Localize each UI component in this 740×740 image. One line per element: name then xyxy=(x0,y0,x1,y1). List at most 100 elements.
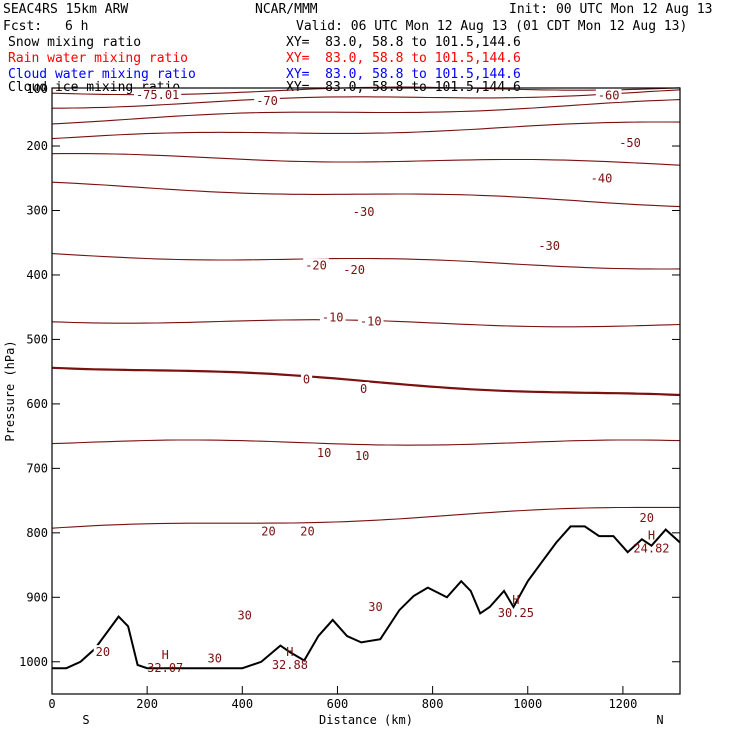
contour-label: -50 xyxy=(619,136,641,150)
y-tick-label: 800 xyxy=(26,526,48,540)
contour-label: 0 xyxy=(303,372,310,386)
y-tick-label: 600 xyxy=(26,397,48,411)
field-rain-name: Rain water mixing ratio xyxy=(8,51,189,66)
forecast-label: Fcst: xyxy=(3,19,43,34)
contour-label: -40 xyxy=(591,171,613,185)
init-time: Init: 00 UTC Mon 12 Aug 13 xyxy=(509,2,713,17)
forecast-value: 6 h xyxy=(65,19,89,34)
contour-label: 30 xyxy=(237,608,251,622)
terrain-line xyxy=(52,525,681,670)
y-axis-label: Pressure (hPa) xyxy=(3,340,17,441)
contour-line xyxy=(51,99,681,125)
contour-label: 20 xyxy=(96,645,110,659)
x-tick-label: 200 xyxy=(136,697,158,711)
contour-label-bg xyxy=(205,651,224,665)
x-tick-label: 600 xyxy=(327,697,349,711)
contour-label-bg xyxy=(134,88,182,102)
contour-label: -20 xyxy=(305,258,327,272)
contour-line xyxy=(51,439,681,446)
contour-label-bg xyxy=(235,608,254,622)
contour-label: 20 xyxy=(261,525,275,539)
extremum-value: 30.25 xyxy=(498,606,534,620)
terrain-profile xyxy=(52,525,681,670)
x-tick-label: 1000 xyxy=(513,697,542,711)
contour-label: -75.01 xyxy=(136,88,179,102)
x-axis-label: Distance (km) xyxy=(319,713,413,727)
contour-label-bg xyxy=(314,445,334,459)
contour-label-bg xyxy=(595,88,622,102)
contour-label: -10 xyxy=(360,314,382,328)
contour-label: 30 xyxy=(207,652,221,666)
contour-line xyxy=(51,253,681,270)
contour-label-bg xyxy=(366,599,385,613)
contour-label: -20 xyxy=(343,263,365,277)
y-tick-label-top: 100 xyxy=(26,82,48,96)
extremum-value: 32.88 xyxy=(272,658,308,672)
contour-label-bg xyxy=(350,204,377,218)
end-label-right: N xyxy=(656,713,663,727)
extremum-value: 32.07 xyxy=(147,661,183,675)
contour-line xyxy=(51,153,681,166)
field-cloudwater-name: Cloud water mixing ratio xyxy=(8,67,196,82)
extremum-value: 24.82 xyxy=(633,542,669,556)
contour-label-bg xyxy=(300,372,313,386)
field-cloudwater-xy: XY= 83.0, 58.8 to 101.5,144.6 xyxy=(286,67,521,82)
y-tick-label: 900 xyxy=(26,590,48,604)
contour-line xyxy=(51,181,681,208)
contour-labels: -75.01 -70 -60 -50 -40 -30 -30 -20 -20 -10 -10 0 0 10… xyxy=(93,88,656,666)
contour-label-bg xyxy=(617,135,643,149)
y-tick-label: 1000 xyxy=(19,655,48,669)
extremum-mark: H xyxy=(648,529,655,543)
y-tick-label: 400 xyxy=(26,268,48,282)
contour-label: 10 xyxy=(355,449,369,463)
contour-label: 0 xyxy=(360,382,367,396)
contour-line xyxy=(51,366,681,397)
contour-label: 20 xyxy=(639,511,653,525)
contour-label: 30 xyxy=(368,600,382,614)
contour-label-bg xyxy=(341,262,367,276)
x-tick-label: 800 xyxy=(422,697,444,711)
field-snow-name: Snow mixing ratio xyxy=(8,35,142,50)
y-tick-label: 200 xyxy=(26,139,48,153)
contour-label: -60 xyxy=(598,89,620,103)
contour-line xyxy=(51,506,680,529)
end-label-left: S xyxy=(82,713,89,727)
contour-label-bg xyxy=(352,449,372,463)
contour-label: -30 xyxy=(538,239,560,253)
contour-label-bg xyxy=(303,258,329,272)
contour-label-bg xyxy=(259,524,278,538)
contour-label: -70 xyxy=(256,94,278,108)
plot-frame xyxy=(51,87,681,695)
x-tick-label: 400 xyxy=(231,697,253,711)
extremum-mark: H xyxy=(286,645,293,659)
field-rain-xy: XY= 83.0, 58.8 to 101.5,144.6 xyxy=(286,51,521,66)
contour-label: 10 xyxy=(317,446,331,460)
y-tick-label: 700 xyxy=(26,461,48,475)
contour-label-bg xyxy=(254,93,280,107)
extremum-mark: H xyxy=(512,593,519,607)
extremum-mark: H xyxy=(162,648,169,662)
contour-line xyxy=(51,121,681,140)
contour-label-bg xyxy=(298,524,317,538)
contour-label-bg xyxy=(358,382,370,396)
x-tick-label: 1200 xyxy=(608,697,637,711)
contour-label-bg xyxy=(319,310,346,324)
valid-time: Valid: 06 UTC Mon 12 Aug 13 (01 CDT Mon … xyxy=(296,19,688,34)
contour-label-bg xyxy=(637,511,656,525)
contour-label: 20 xyxy=(300,525,314,539)
y-tick-label: 300 xyxy=(26,203,48,217)
field-snow-xy: XY= 83.0, 58.8 to 101.5,144.6 xyxy=(286,35,521,50)
contour-label: -30 xyxy=(353,205,375,219)
contour-label: -10 xyxy=(322,311,344,325)
contour-label-bg xyxy=(588,171,615,185)
y-tick-label: 500 xyxy=(26,332,48,346)
contour-label-bg xyxy=(536,238,562,252)
contour-label-bg xyxy=(357,314,384,328)
org-label: NCAR/MMM xyxy=(255,2,318,17)
contour-label-bg xyxy=(93,645,113,659)
model-title: SEAC4RS 15km ARW xyxy=(3,2,129,17)
x-tick-label: 0 xyxy=(48,697,55,711)
